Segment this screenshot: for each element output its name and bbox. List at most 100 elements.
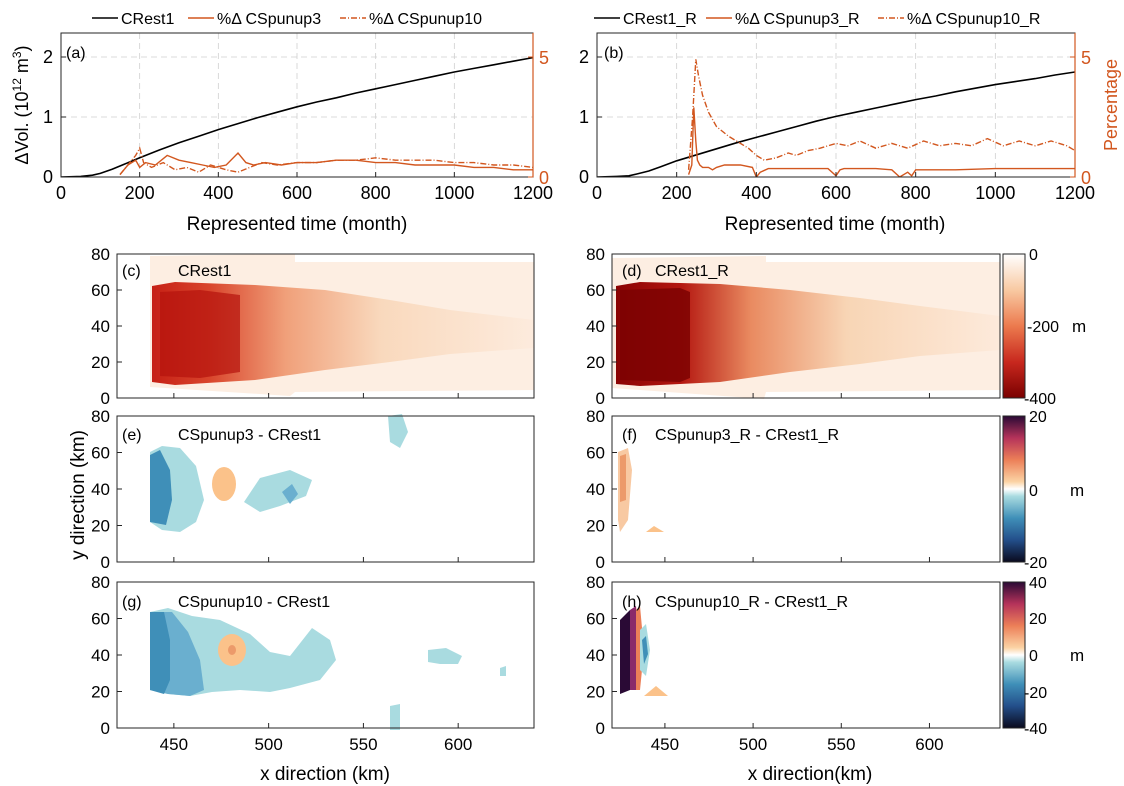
xtick-label-a-2: 400 (203, 183, 233, 203)
panel-e-label: (e) (122, 427, 142, 444)
panel-f-orange-patch-3 (646, 526, 664, 532)
colorbar-f-tick-0: 20 (1029, 409, 1047, 426)
panel-a-grid (60, 33, 534, 177)
xtick-label-b-1: 200 (662, 183, 692, 203)
xtick-label-a-6: 1200 (513, 183, 553, 203)
map-ytick-label-h-1: 20 (586, 683, 605, 702)
ytick-right-label-b-1: 5 (1081, 48, 1091, 68)
map-ytick-label-e-3: 60 (91, 444, 110, 463)
panel-b-xlabel: Represented time (month) (725, 214, 946, 235)
ytick-label-a-0: 0 (43, 167, 53, 187)
panel-d-title: CRest1_R (655, 263, 729, 280)
map-ytick-label-e-0: 0 (101, 553, 110, 572)
colorbar-d-tick-2: -400 (1024, 391, 1056, 408)
legend-a: CRest1 %Δ CSpunup3 %Δ CSpunup10 (92, 11, 482, 28)
series-line-a-2 (119, 146, 533, 176)
ytick-label-b-2: 2 (579, 47, 589, 67)
map-ytick-label-c-1: 20 (91, 353, 110, 372)
map-ylabel: y direction (km) (68, 430, 89, 560)
xtick-label-b-0: 0 (592, 183, 602, 203)
panel-a-series (61, 56, 533, 177)
panel-b-grid (596, 33, 1076, 177)
xtick-label-a-3: 600 (282, 183, 312, 203)
map-ytick-label-e-1: 20 (91, 517, 110, 536)
map-ytick-label-h-0: 0 (596, 719, 605, 738)
series-line-b-0 (597, 71, 1075, 177)
colorbar-d-tick-0: 0 (1029, 247, 1038, 264)
map-ytick-label-g-4: 80 (91, 573, 110, 592)
panel-f-title: CSpunup3_R - CRest1_R (655, 427, 839, 444)
ytick-label-a-1: 1 (43, 107, 53, 127)
ytick-right-label-a-1: 5 (539, 48, 549, 68)
xtick-label-b-2: 400 (741, 183, 771, 203)
panel-c-core (160, 290, 240, 378)
map-ytick-label-d-2: 40 (586, 317, 605, 336)
ytick-right-label-b-0: 0 (1081, 168, 1091, 188)
panel-h-blue-core (642, 636, 648, 664)
legend-b-entry-2: %Δ CSpunup3_R (735, 11, 860, 28)
map-ytick-label-e-2: 40 (91, 480, 110, 499)
map-xtick-label-g-2: 550 (349, 735, 377, 754)
panel-e (150, 414, 408, 532)
legend-b: CRest1_R %Δ CSpunup3_R %Δ CSpunup10_R (594, 11, 1040, 28)
colorbar-h: 40 20 0 -20 -40 m (1002, 575, 1084, 738)
map-ytick-label-d-3: 60 (586, 281, 605, 300)
map-ytick-label-g-0: 0 (101, 719, 110, 738)
panel-e-title: CSpunup3 - CRest1 (178, 427, 321, 444)
map-ytick-label-g-2: 40 (91, 646, 110, 665)
legend-a-entry-3: %Δ CSpunup10 (369, 11, 482, 28)
panel-e-blue-patch-3 (244, 470, 312, 512)
panel-g-blue-patch-6 (390, 704, 400, 730)
panel-d-label: (d) (622, 263, 642, 280)
panel-g (150, 608, 506, 730)
ytick-right-label-a-0: 0 (539, 168, 549, 188)
map-xtick-label-g-3: 600 (444, 735, 472, 754)
map-xlabel-left: x direction (km) (260, 764, 390, 785)
panel-h-label: (h) (622, 594, 642, 611)
colorbar-h-tick-3: -20 (1024, 685, 1047, 702)
map-ytick-label-d-1: 20 (586, 353, 605, 372)
panel-a-ylabel: ΔVol. (1012 m3) (10, 45, 32, 164)
panel-g-label: (g) (122, 594, 142, 611)
panel-g-blue-patch-4 (428, 648, 462, 664)
map-ytick-label-d-0: 0 (596, 389, 605, 408)
map-ytick-label-g-1: 20 (91, 683, 110, 702)
series-line-b-2 (687, 59, 1075, 170)
ytick-label-b-0: 0 (579, 167, 589, 187)
panel-c-plume (152, 282, 534, 385)
legend-a-entry-1: CRest1 (121, 11, 174, 28)
panel-h (620, 606, 668, 696)
xtick-label-b-3: 600 (821, 183, 851, 203)
panel-h-dark-patch (620, 610, 632, 694)
panel-h-title: CSpunup10_R - CRest1_R (655, 594, 848, 611)
xtick-label-a-1: 200 (125, 183, 155, 203)
map-ytick-label-f-0: 0 (596, 553, 605, 572)
colorbar-f-tick-2: -20 (1024, 555, 1047, 572)
colorbar-f-tick-1: 0 (1029, 483, 1038, 500)
panel-a-xlabel: Represented time (month) (187, 214, 408, 235)
map-xtick-label-h-2: 550 (827, 735, 855, 754)
map-ytick-label-c-2: 40 (91, 317, 110, 336)
panel-e-orange-patch (212, 467, 236, 501)
map-ytick-label-e-4: 80 (91, 407, 110, 426)
panel-c (150, 254, 534, 396)
map-ytick-label-f-2: 40 (586, 480, 605, 499)
colorbar-h-tick-4: -40 (1024, 721, 1047, 738)
xtick-label-a-5: 1000 (434, 183, 474, 203)
panel-g-blue-patch-5 (500, 666, 506, 676)
colorbar-f: 20 0 -20 m (1002, 409, 1084, 572)
series-line-a-1 (119, 151, 533, 176)
xtick-label-b-5: 1000 (975, 183, 1015, 203)
panel-b-series (597, 59, 1075, 177)
panel-g-blue-patch-3 (150, 612, 170, 694)
map-xtick-label-g-1: 500 (254, 735, 282, 754)
map-ytick-label-c-4: 80 (91, 245, 110, 264)
map-xtick-label-h-1: 500 (739, 735, 767, 754)
xtick-label-a-4: 800 (361, 183, 391, 203)
series-line-b-1 (687, 107, 1075, 177)
map-ytick-label-c-0: 0 (101, 389, 110, 408)
map-ytick-label-c-3: 60 (91, 281, 110, 300)
legend-b-entry-1: CRest1_R (623, 11, 697, 28)
xtick-label-b-6: 1200 (1055, 183, 1095, 203)
